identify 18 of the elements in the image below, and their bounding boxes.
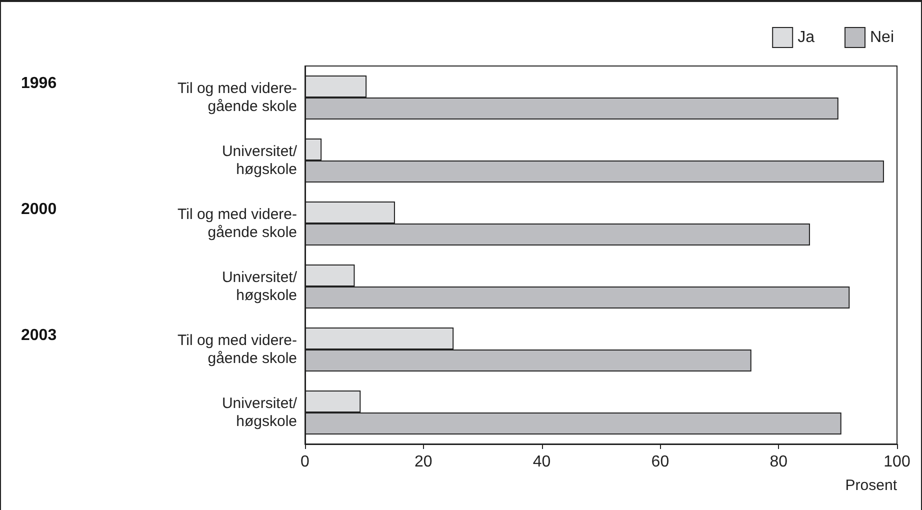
y-tick-label: Til og med videre- gående skole	[178, 80, 297, 115]
x-tick-label: 0	[300, 454, 310, 470]
text: 2003	[21, 327, 57, 344]
y-tick-label: Til og med videre- gående skole	[178, 332, 297, 367]
x-axis-title: Prosent	[845, 477, 898, 494]
x-tick-label: 20	[414, 454, 432, 470]
x-tick-label: 80	[770, 454, 788, 470]
y-tick-label: Universitet/ høgskole	[222, 269, 298, 304]
text: 1996	[21, 75, 57, 92]
legend-label: Nei	[870, 29, 894, 46]
y-tick-label: Til og med videre- gående skole	[178, 206, 297, 241]
x-tick-label: 100	[884, 454, 910, 470]
y-tick-label: Universitet/ høgskole	[222, 395, 298, 430]
y-tick-label: Universitet/ høgskole	[222, 143, 298, 178]
text: 2000	[21, 201, 57, 218]
legend-label: Ja	[798, 29, 815, 46]
x-tick-label: 60	[651, 454, 670, 470]
x-tick-label: 40	[532, 454, 551, 470]
